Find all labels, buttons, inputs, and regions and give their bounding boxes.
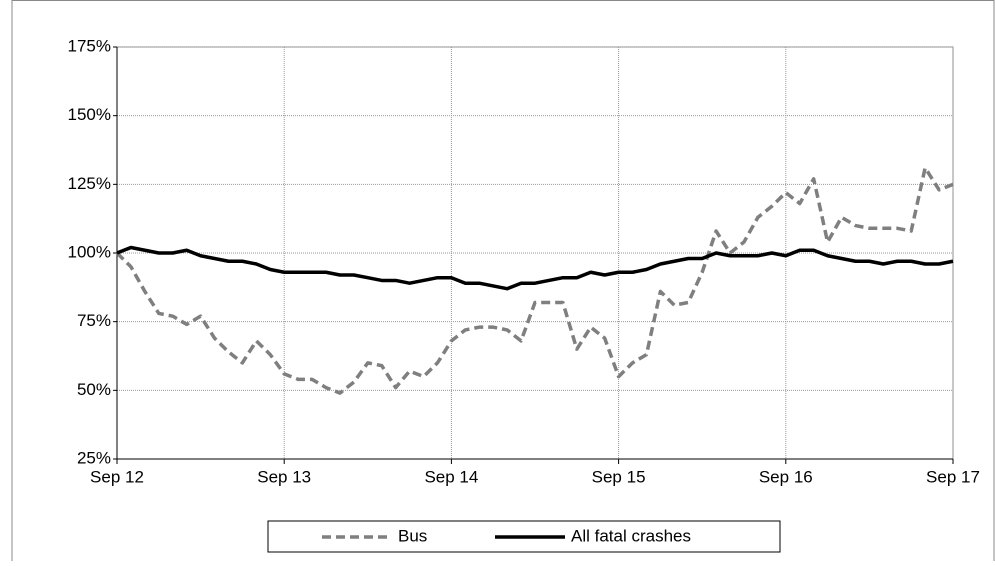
legend-label: All fatal crashes	[571, 526, 691, 545]
y-tick-label: 100%	[68, 242, 111, 261]
x-tick-label: Sep 14	[424, 467, 478, 486]
legend-label: Bus	[398, 526, 427, 545]
y-tick-label: 75%	[77, 311, 111, 330]
y-tick-label: 175%	[68, 36, 111, 55]
x-tick-label: Sep 16	[759, 467, 813, 486]
series-line	[115, 166, 954, 395]
x-tick-label: Sep 13	[257, 467, 311, 486]
y-tick-label: 25%	[77, 448, 111, 467]
y-tick-label: 50%	[77, 380, 111, 399]
x-tick-label: Sep 17	[926, 467, 980, 486]
y-tick-label: 150%	[68, 105, 111, 124]
x-tick-label: Sep 15	[592, 467, 646, 486]
series-line	[116, 245, 954, 291]
y-tick-label: 125%	[68, 174, 111, 193]
x-tick-label: Sep 12	[90, 467, 144, 486]
